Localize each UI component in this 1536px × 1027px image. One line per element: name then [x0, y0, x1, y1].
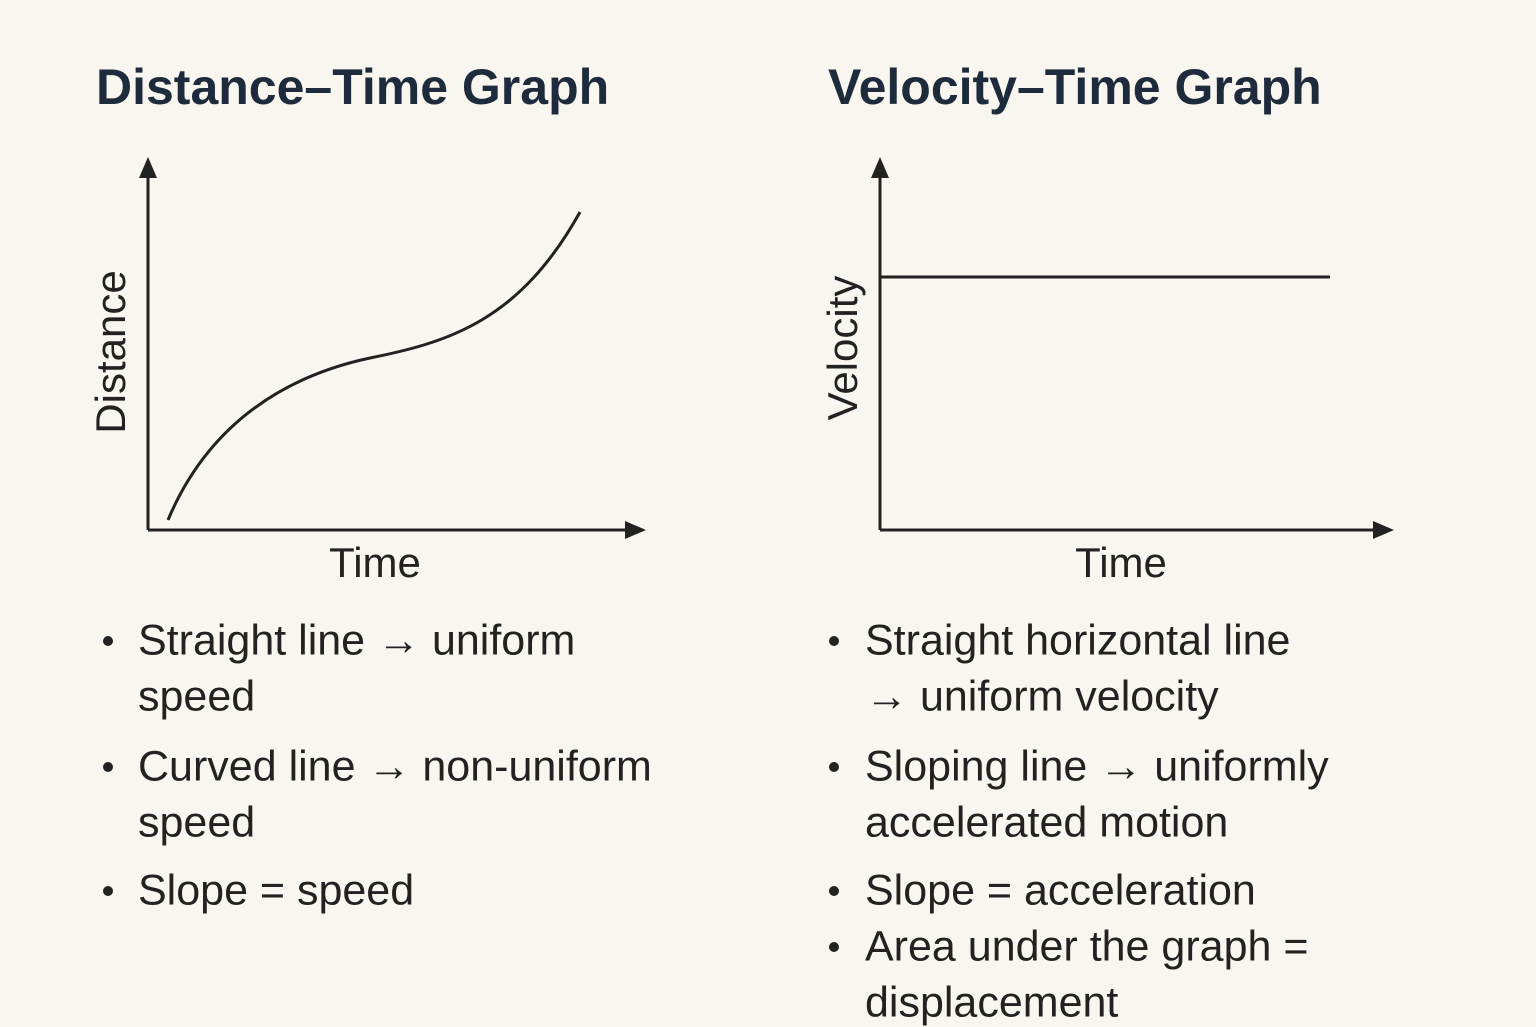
bullet-text: Curved line → non-uniform	[138, 742, 652, 791]
bullet-text: displacement	[865, 978, 1119, 1027]
graphs: Distance Time Velocity Time	[87, 157, 1394, 586]
bullet-text: Slope = speed	[138, 866, 415, 915]
bullet-text: speed	[138, 798, 256, 847]
bullet-dot	[829, 886, 839, 896]
arrowhead	[871, 157, 889, 178]
panel-title: Distance–Time Graph	[96, 59, 610, 115]
panel-title: Velocity–Time Graph	[828, 59, 1322, 115]
bullet-text: accelerated motion	[865, 798, 1229, 847]
bullet-dot	[829, 762, 839, 772]
bullet-dot	[829, 636, 839, 646]
bullet-text: Straight line → uniform	[138, 616, 576, 665]
bullet-dot	[103, 886, 113, 896]
arrowhead	[1373, 521, 1394, 539]
axis-label: Time	[329, 539, 421, 586]
bullet-text: Straight horizontal line	[865, 616, 1291, 665]
axis-label: Velocity	[819, 276, 866, 421]
axis-label: Time	[1075, 539, 1167, 586]
axis-label: Distance	[87, 270, 134, 433]
arrowhead	[625, 521, 646, 539]
bullet-text: Area under the graph =	[865, 922, 1309, 971]
bullet-text: speed	[138, 672, 256, 721]
bullet-text: → uniform velocity	[865, 672, 1219, 721]
arrowhead	[139, 157, 157, 178]
bullet-dot	[103, 636, 113, 646]
bullet-text: Slope = acceleration	[865, 866, 1256, 915]
curve	[166, 211, 582, 521]
bullet-text: Sloping line → uniformly	[865, 742, 1329, 791]
bullet-dot	[829, 942, 839, 952]
bullet-dot	[103, 762, 113, 772]
